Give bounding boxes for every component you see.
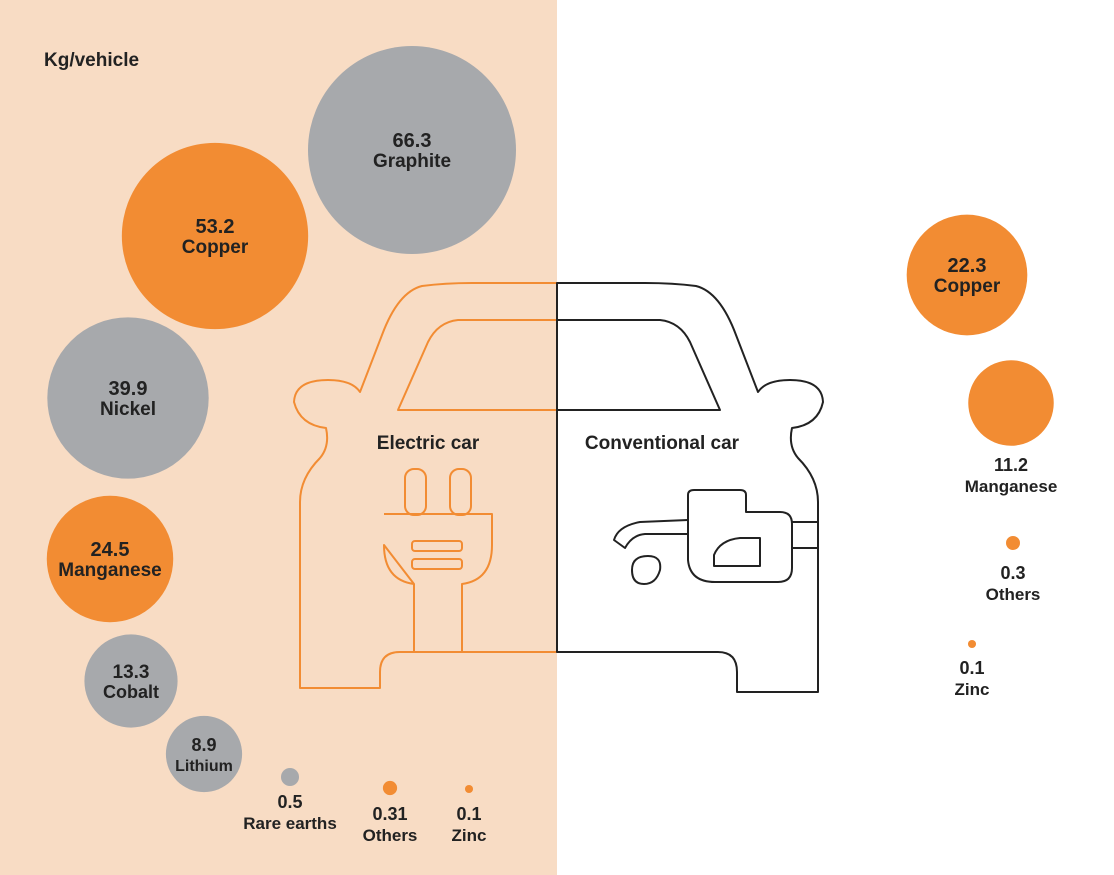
ev-circle-graphite (308, 46, 516, 254)
ev-circle-manganese (46, 495, 174, 623)
ev-name-nickel: Nickel (100, 399, 156, 420)
ev-value-copper: 53.2 (196, 216, 235, 238)
ev-value-graphite: 66.3 (393, 130, 432, 152)
ev-name-lithium: Lithium (175, 758, 233, 775)
conventional-car-label: Conventional car (585, 433, 740, 454)
ice-name-others: Others (986, 585, 1041, 604)
electric-car-label: Electric car (377, 433, 480, 454)
ev-name-graphite: Graphite (373, 151, 451, 172)
ev-name-cobalt: Cobalt (103, 682, 159, 702)
ev-name-zinc: Zinc (452, 826, 487, 845)
ev-bubble-rare-earths: 0.5 Rare earths (243, 767, 337, 833)
ev-name-manganese: Manganese (58, 560, 161, 581)
ice-name-copper: Copper (934, 276, 1001, 297)
bubble-layer: 66.3Graphite53.2Copper39.9Nickel24.5Mang… (46, 46, 1058, 845)
ice-name-manganese: Manganese (965, 477, 1058, 496)
ev-value-lithium: 8.9 (191, 735, 216, 755)
ice-value-zinc: 0.1 (959, 658, 984, 678)
ev-name-copper: Copper (182, 237, 249, 258)
conventional-car-icon (556, 282, 824, 693)
ice-circle-zinc (967, 639, 977, 649)
ev-value-nickel: 39.9 (109, 378, 148, 400)
ice-name-zinc: Zinc (955, 680, 990, 699)
ice-value-copper: 22.3 (948, 255, 987, 277)
ice-bubble-manganese: 11.2 Manganese (965, 360, 1058, 496)
ev-circle-zinc (464, 784, 474, 794)
unit-label: Kg/vehicle (44, 50, 139, 71)
ev-circle-rare-earths (280, 767, 300, 787)
ev-value-zinc: 0.1 (456, 804, 481, 824)
ice-value-others: 0.3 (1000, 563, 1025, 583)
ev-value-rare-earths: 0.5 (277, 792, 302, 812)
ev-name-others: Others (363, 826, 418, 845)
ev-circle-others (382, 780, 398, 796)
ev-bubble-lithium: 8.9 Lithium (165, 715, 243, 793)
ice-bubble-zinc: 0.1 Zinc (955, 639, 990, 699)
ice-circle-others (1006, 536, 1020, 550)
electric-car-icon (293, 282, 557, 689)
ice-value-manganese: 11.2 (994, 455, 1028, 475)
ice-circle-copper (906, 214, 1028, 336)
ice-bubble-others: 0.3 Others (986, 536, 1041, 604)
ev-value-others: 0.31 (372, 804, 407, 824)
ev-value-cobalt: 13.3 (113, 662, 150, 683)
ev-name-rare-earths: Rare earths (243, 814, 337, 833)
ev-bubble-zinc: 0.1 Zinc (452, 784, 487, 845)
ice-circle-manganese (968, 360, 1054, 446)
ev-value-manganese: 24.5 (91, 539, 130, 561)
ev-bubble-others: 0.31 Others (363, 780, 418, 845)
ev-circle-cobalt (84, 634, 178, 728)
ev-circle-copper (121, 142, 309, 330)
ev-circle-nickel (47, 317, 209, 479)
ev-circle-lithium (165, 715, 243, 793)
